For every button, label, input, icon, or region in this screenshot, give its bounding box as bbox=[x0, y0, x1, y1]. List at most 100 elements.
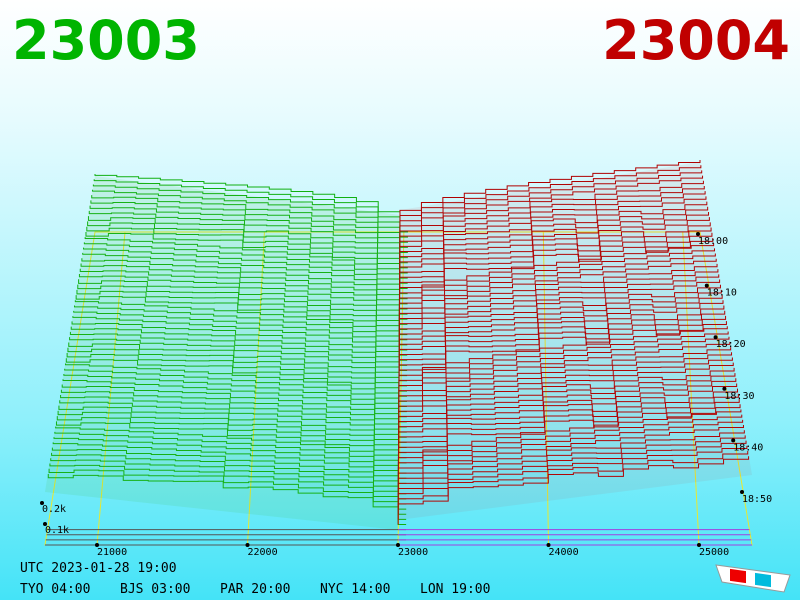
tick-dot bbox=[731, 438, 736, 443]
bid-depth-line bbox=[60, 389, 407, 443]
time-tick-label: 18:40 bbox=[733, 442, 763, 453]
bid-depth-line bbox=[54, 431, 407, 484]
ask-depth-line bbox=[398, 305, 725, 376]
bid-depth-line bbox=[84, 237, 408, 295]
price-tick-label: 21000 bbox=[97, 547, 127, 558]
3d-glasses-icon bbox=[715, 564, 791, 593]
ask-depth-line bbox=[397, 451, 749, 520]
ask-depth-line bbox=[398, 315, 727, 386]
bid-depth-line bbox=[83, 247, 408, 305]
bid-depth-line bbox=[65, 358, 407, 413]
ask-depth-line bbox=[398, 243, 715, 315]
ask-depth-line bbox=[398, 362, 734, 433]
ask-depth-line bbox=[397, 425, 744, 494]
ask-depth-line bbox=[398, 274, 720, 345]
ask-depth-line bbox=[399, 160, 701, 232]
zone-clock: PAR 20:00 bbox=[220, 582, 290, 597]
ask-depth-line bbox=[399, 180, 704, 253]
grid-line bbox=[397, 231, 405, 546]
bid-depth-line bbox=[50, 458, 407, 510]
ask-depth-line bbox=[398, 284, 721, 356]
bid-depth-line bbox=[55, 426, 407, 479]
zone-clock: LON 19:00 bbox=[420, 582, 490, 597]
bid-depth-line bbox=[74, 305, 408, 361]
bid-depth-line bbox=[60, 395, 407, 449]
bid-depth-line bbox=[91, 195, 408, 254]
ask-depth-line bbox=[399, 185, 705, 258]
bid-price: 23003 bbox=[12, 9, 200, 72]
time-tick-label: 18:00 bbox=[698, 236, 728, 247]
ask-depth-line bbox=[398, 269, 719, 340]
bid-depth-line bbox=[64, 363, 407, 418]
ask-depth-line bbox=[398, 378, 737, 448]
bid-depth-line bbox=[55, 421, 407, 474]
bid-depth-line bbox=[75, 295, 408, 351]
grid-line bbox=[247, 231, 265, 546]
ask-price: 23004 bbox=[602, 9, 790, 72]
tick-dot bbox=[546, 543, 551, 547]
ask-depth-line bbox=[398, 253, 716, 325]
ask-fill bbox=[398, 162, 752, 520]
ask-depth-line bbox=[398, 336, 730, 407]
bid-depth-line bbox=[82, 252, 408, 310]
tick-dot bbox=[40, 501, 44, 505]
ask-depth-line bbox=[397, 409, 742, 479]
bid-depth-line bbox=[63, 373, 407, 428]
ask-depth-line bbox=[398, 331, 729, 402]
zone-clock: NYC 14:00 bbox=[320, 582, 390, 597]
ask-depth-line bbox=[397, 445, 748, 515]
bid-depth-line bbox=[93, 179, 408, 238]
ask-depth-line bbox=[398, 295, 723, 366]
ask-depth-line bbox=[398, 279, 721, 351]
ask-depth-line bbox=[397, 399, 740, 469]
ask-depth-line bbox=[398, 357, 733, 427]
ask-depth-line bbox=[397, 414, 743, 484]
grid-line bbox=[682, 231, 700, 546]
bid-depth-line bbox=[51, 447, 407, 500]
ask-depth-line bbox=[398, 310, 726, 381]
bid-depth-line bbox=[92, 184, 408, 243]
ask-depth-line bbox=[399, 237, 714, 309]
ask-depth-line bbox=[399, 217, 710, 289]
ask-depth-line bbox=[399, 170, 703, 243]
ask-depth-line bbox=[398, 393, 739, 463]
bid-depth-line bbox=[74, 300, 408, 356]
ask-depth-line bbox=[398, 388, 739, 458]
ask-depth-line bbox=[398, 373, 736, 443]
ask-depth-line bbox=[399, 227, 712, 299]
utc-clock: UTC 2023-01-28 19:00 bbox=[20, 561, 177, 576]
tick-dot bbox=[245, 543, 250, 547]
bid-depth-line bbox=[64, 368, 407, 423]
ask-depth-line bbox=[398, 258, 717, 330]
grid-line bbox=[96, 231, 126, 546]
ask-depth-line bbox=[397, 435, 746, 504]
ask-depth-line bbox=[397, 440, 747, 510]
bid-depth-line bbox=[53, 437, 407, 490]
bid-depth-line bbox=[92, 189, 408, 248]
bid-depth-line bbox=[72, 316, 408, 372]
ask-depth-line bbox=[399, 222, 711, 294]
bid-depth-line bbox=[52, 442, 407, 495]
bid-depth-line bbox=[71, 321, 408, 377]
ask-depth-line bbox=[398, 347, 732, 417]
bid-depth-line bbox=[73, 310, 408, 366]
tick-dot bbox=[396, 543, 400, 547]
bid-depth-line bbox=[62, 379, 407, 433]
ask-depth-line bbox=[399, 175, 704, 248]
bid-depth-line bbox=[94, 174, 408, 233]
price-tick-label: 22000 bbox=[248, 547, 278, 558]
bid-depth-line bbox=[81, 258, 408, 315]
ask-depth-line bbox=[397, 456, 750, 525]
ask-depth-line bbox=[397, 430, 745, 499]
ask-depth-line bbox=[399, 232, 713, 304]
tick-dot bbox=[722, 386, 727, 391]
zone-clock: TYO 04:00 bbox=[20, 582, 90, 597]
ask-depth-line bbox=[399, 206, 709, 279]
bid-depth-line bbox=[70, 326, 408, 382]
ask-depth-line bbox=[399, 165, 702, 238]
ask-depth-line bbox=[399, 196, 707, 268]
time-tick-label: 18:30 bbox=[724, 391, 754, 402]
ask-depth-line bbox=[397, 419, 744, 489]
